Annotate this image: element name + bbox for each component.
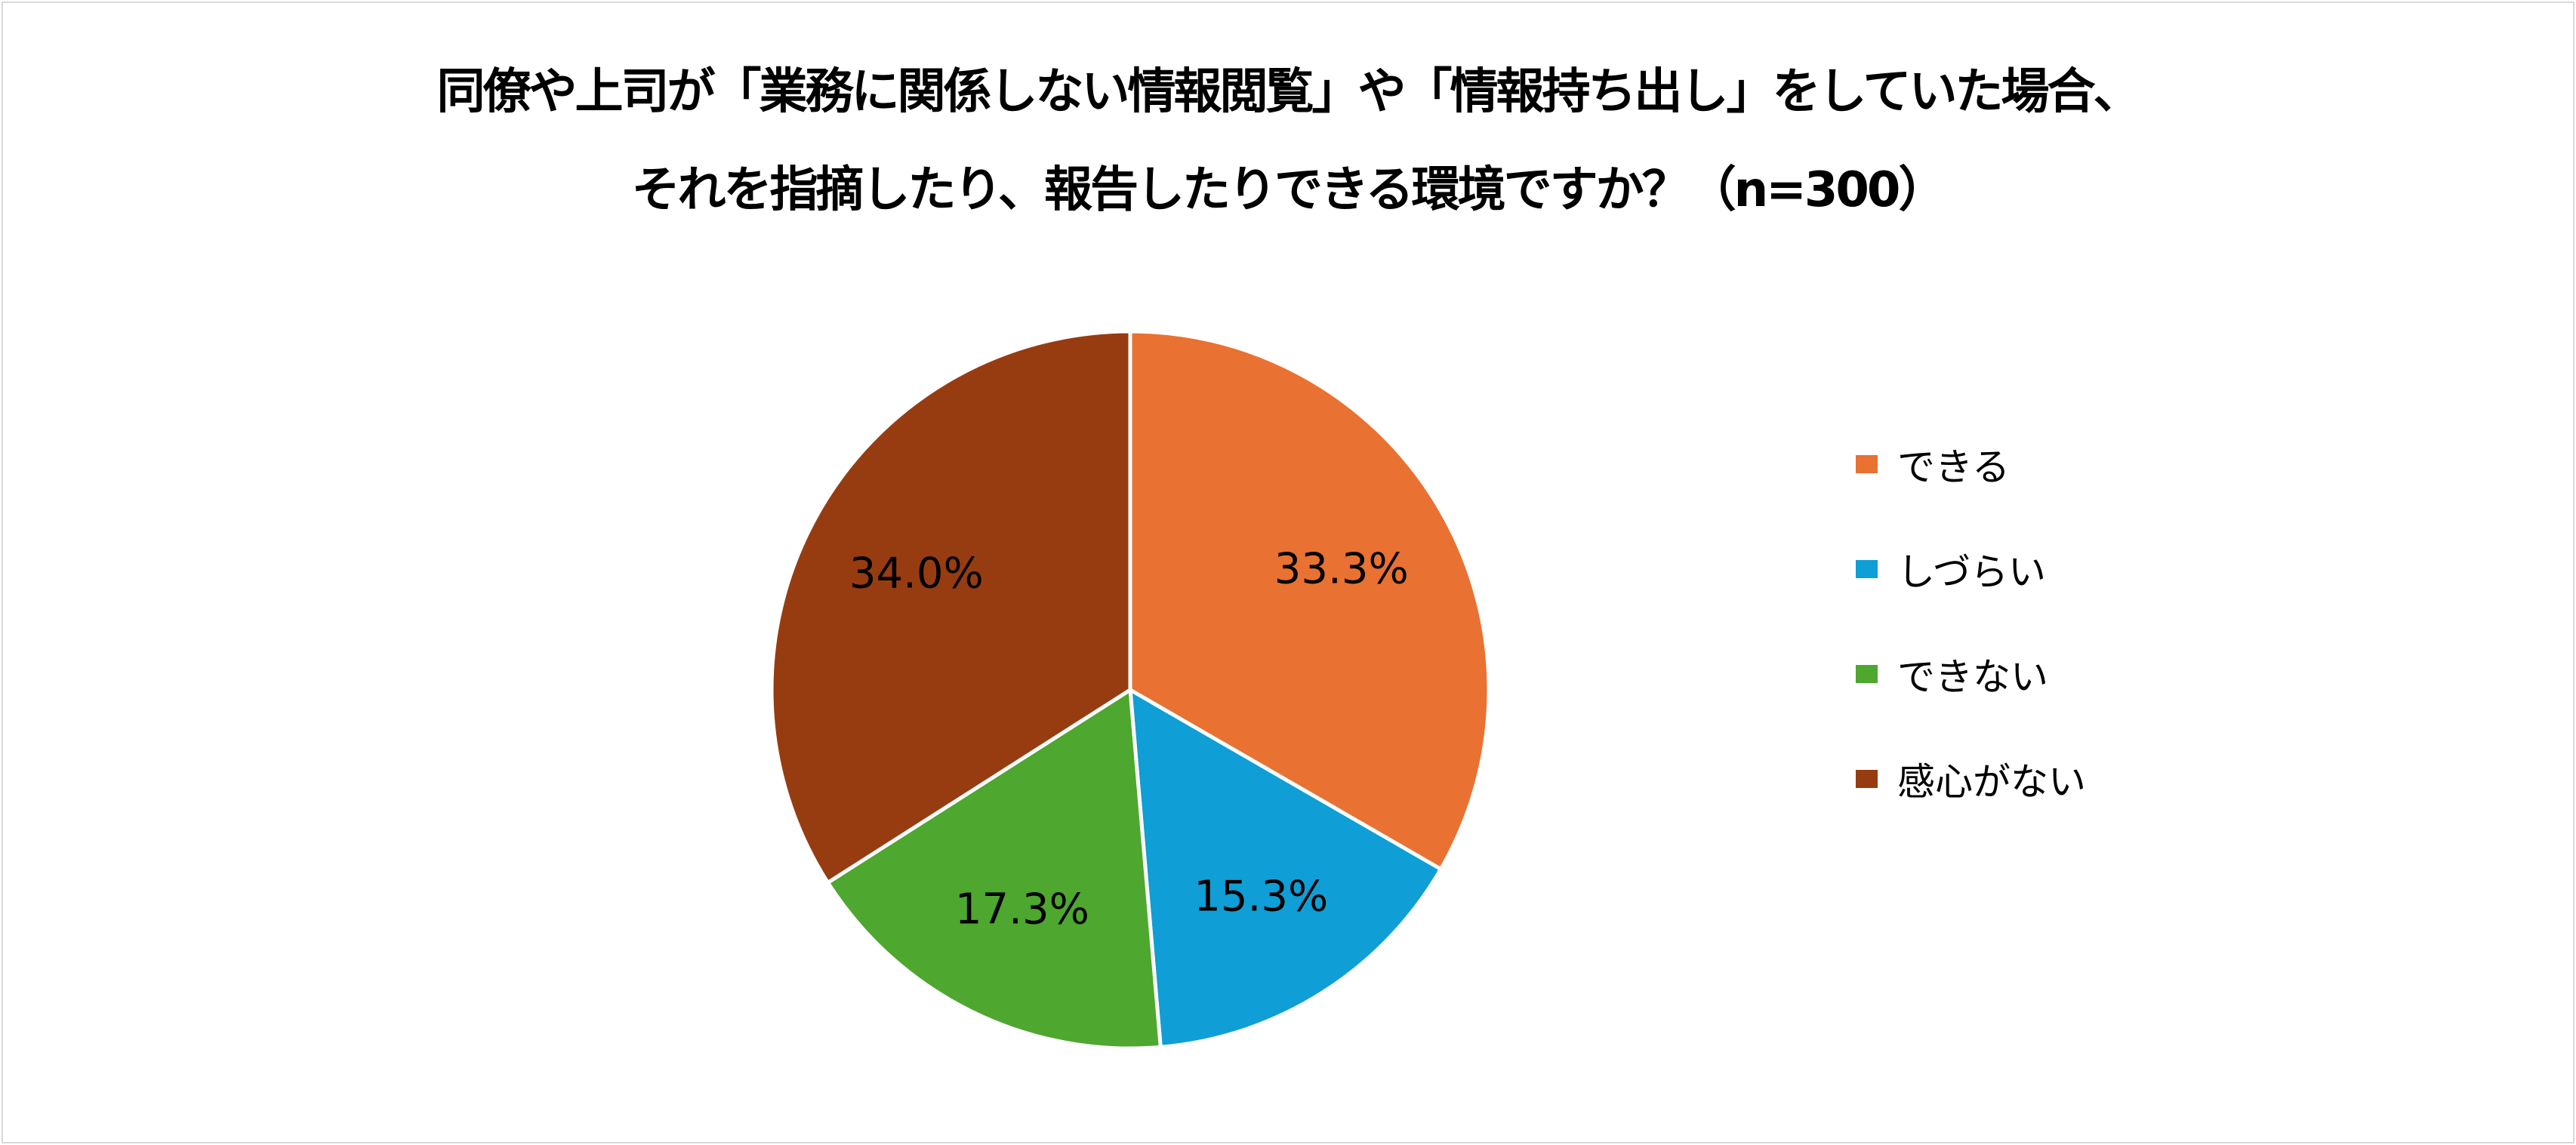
data-label-3: 17.3% [955,885,1089,934]
legend-swatch [1856,455,1878,473]
pie-slice-3 [825,686,1163,1051]
legend-swatch [1856,665,1878,683]
pie-slice-4 [769,329,1132,885]
legend-item: 感心がない [1856,756,2086,804]
legend-item: できない [1856,651,2048,699]
chart-title-line-2: それを指摘したり、報告したりできる環境ですか？（n=300） [631,162,1947,218]
legend-label: できる [1897,445,2010,489]
chart-title-line-1: 同僚や上司が「業務に関係しない情報閲覧」や「情報持ち出し」をしていた場合、 [436,64,2141,120]
data-label-4: 34.0% [849,549,984,599]
data-label-1: 33.3% [1274,545,1409,594]
legend-label: できない [1897,655,2048,699]
data-label-2: 15.3% [1194,873,1328,922]
legend-label: 感心がない [1897,760,2086,804]
legend-item: しづらい [1856,546,2046,594]
pie-slice-1 [1128,329,1491,872]
pie-slice-2 [1128,686,1444,1049]
legend-label: しづらい [1897,550,2046,594]
legend-swatch [1856,770,1878,788]
legend-swatch [1856,560,1878,578]
legend-item: できる [1856,442,2010,489]
